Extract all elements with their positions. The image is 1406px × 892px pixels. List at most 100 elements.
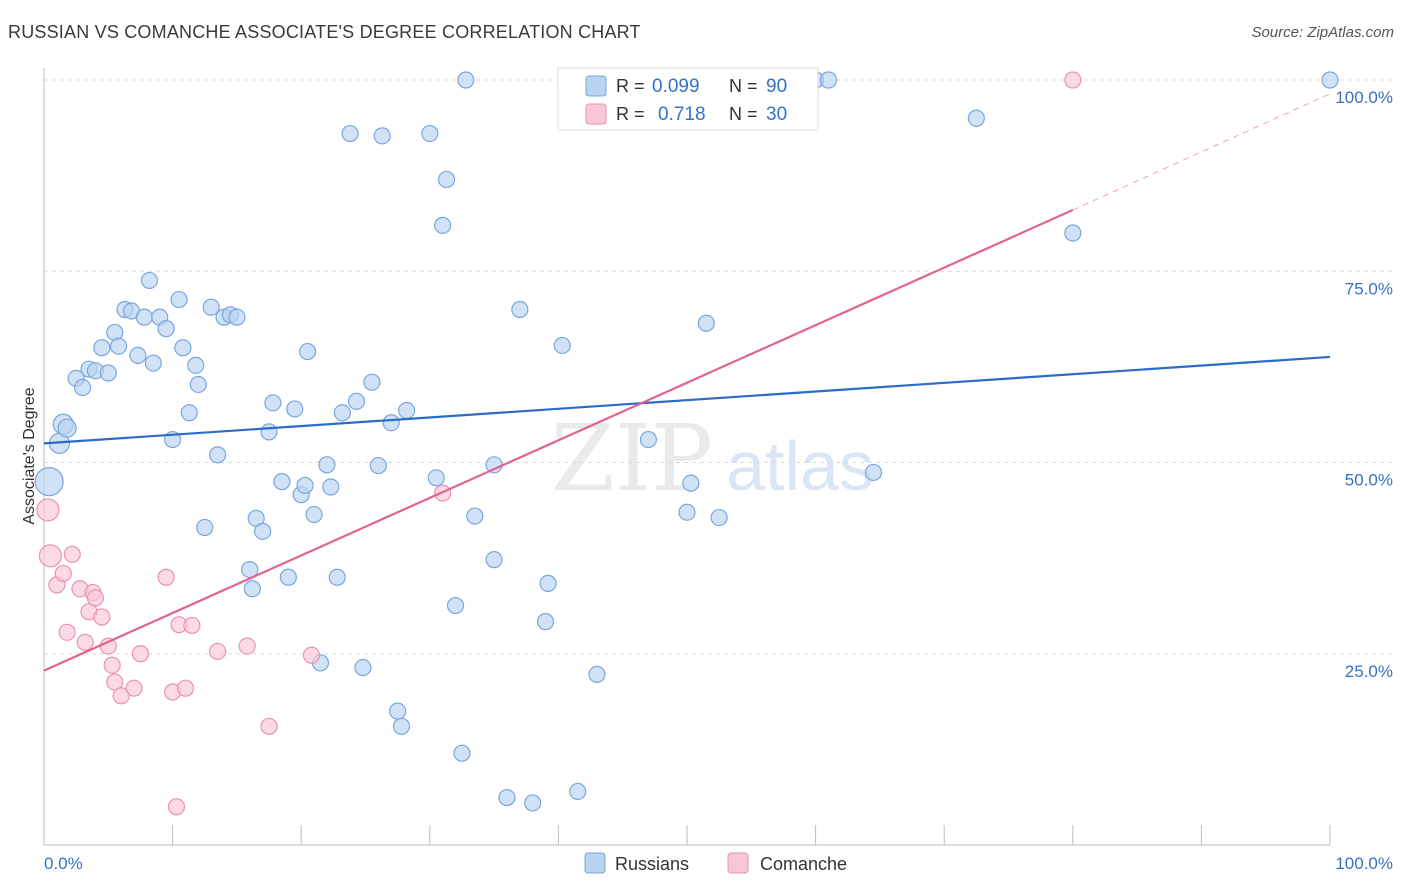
point-comanche	[36, 498, 60, 522]
point-russians	[328, 568, 346, 586]
point-russians	[34, 467, 64, 497]
point-russians	[639, 430, 658, 449]
point-russians	[93, 339, 111, 357]
axes	[43, 68, 1330, 846]
point-russians	[511, 300, 529, 319]
point-russians	[392, 717, 411, 736]
legend-swatch-russians	[584, 852, 606, 874]
point-russians	[1321, 71, 1339, 89]
point-russians	[457, 71, 475, 89]
point-russians	[536, 613, 555, 631]
point-russians	[569, 782, 587, 801]
point-russians	[354, 658, 372, 677]
point-russians	[398, 401, 416, 420]
point-russians	[363, 373, 381, 391]
point-russians	[322, 478, 340, 496]
point-comanche	[93, 608, 111, 626]
point-russians	[485, 456, 503, 474]
point-russians	[318, 456, 336, 474]
point-russians	[228, 308, 246, 326]
point-russians	[347, 392, 366, 410]
y-axis-label: Associate's Degree	[21, 387, 38, 524]
trend-lines	[43, 93, 1331, 672]
point-russians	[678, 503, 696, 521]
y-tick-label: 50.0%	[1345, 471, 1393, 490]
point-comanche	[167, 798, 186, 816]
point-comanche	[131, 645, 150, 663]
point-comanche	[183, 616, 201, 635]
point-russians	[434, 216, 452, 234]
trendline-russians	[43, 355, 1331, 445]
point-russians	[157, 320, 175, 338]
point-comanche	[176, 679, 195, 697]
point-russians	[710, 508, 728, 527]
point-comanche	[157, 568, 175, 586]
point-comanche	[125, 679, 143, 697]
watermark-zip: ZIP	[551, 405, 713, 512]
data-points	[34, 71, 1339, 816]
point-comanche	[238, 637, 256, 655]
stats-swatch-comanche	[585, 103, 607, 125]
point-russians	[819, 71, 838, 89]
point-russians	[299, 342, 317, 361]
point-russians	[174, 339, 192, 357]
y-tick-label: 100.0%	[1335, 88, 1393, 107]
y-tick-label: 75.0%	[1345, 279, 1393, 298]
trendline-comanche	[43, 209, 1074, 672]
point-russians	[524, 794, 542, 812]
point-russians	[196, 518, 214, 537]
point-russians	[189, 375, 207, 394]
stats-r-value-russians: 0.099	[652, 76, 700, 97]
point-russians	[427, 469, 445, 487]
point-russians	[57, 418, 77, 438]
source-credit: Source: ZipAtlas.com	[1251, 24, 1394, 41]
point-russians	[437, 170, 456, 189]
stats-n-value-russians: 90	[766, 76, 787, 97]
point-comanche	[63, 545, 81, 563]
point-russians	[135, 308, 153, 326]
stats-legend: R = 0.099 N = 90 R = 0.718 N = 30	[557, 67, 819, 131]
series-legend: Russians Comanche	[584, 852, 847, 874]
point-russians	[202, 298, 220, 316]
y-tick-label: 25.0%	[1345, 662, 1393, 681]
point-russians	[187, 356, 205, 374]
point-russians	[389, 702, 407, 720]
point-russians	[254, 522, 272, 540]
y-tick-labels: 25.0% 50.0% 75.0% 100.0%	[1335, 88, 1393, 681]
point-russians	[697, 314, 715, 332]
point-russians	[273, 473, 291, 491]
point-russians	[485, 551, 503, 569]
stats-swatch-russians	[585, 75, 607, 97]
point-russians	[553, 336, 571, 355]
watermark-atlas: atlas	[726, 427, 874, 505]
point-russians	[109, 337, 128, 355]
stats-r-label-comanche: R =	[616, 104, 645, 124]
point-comanche	[86, 589, 105, 607]
point-comanche	[112, 687, 130, 705]
point-russians	[260, 423, 278, 441]
stats-n-label-comanche: N =	[729, 104, 758, 124]
stats-r-value-comanche: 0.718	[658, 104, 706, 125]
chart-title: RUSSIAN VS COMANCHE ASSOCIATE'S DEGREE C…	[8, 22, 641, 42]
point-russians	[369, 456, 387, 475]
legend-swatch-comanche	[727, 852, 749, 874]
point-russians	[333, 404, 351, 422]
point-russians	[446, 596, 465, 615]
point-russians	[466, 507, 484, 525]
point-comanche	[99, 637, 117, 655]
point-comanche	[1064, 71, 1082, 89]
point-russians	[129, 346, 147, 364]
trendline-extension-comanche	[1072, 93, 1331, 211]
point-russians	[286, 400, 304, 418]
point-russians	[264, 394, 282, 412]
stats-n-value-comanche: 30	[766, 104, 787, 125]
point-russians	[382, 414, 400, 432]
point-russians	[1064, 224, 1082, 242]
point-russians	[864, 463, 883, 482]
point-russians	[279, 568, 297, 586]
point-comanche	[209, 642, 227, 661]
point-russians	[682, 474, 700, 492]
point-comanche	[38, 544, 63, 568]
point-comanche	[302, 646, 321, 664]
